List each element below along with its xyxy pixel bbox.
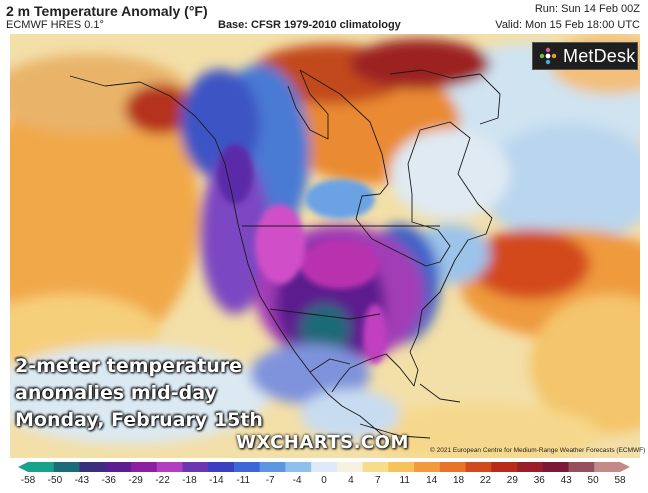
colorbar-segment <box>336 462 364 472</box>
caption-line-3: Monday, February 15th <box>15 409 263 431</box>
logo-text: MetDesk <box>563 45 636 66</box>
colorbar-segment <box>517 462 544 472</box>
legend-tick-label: 58 <box>614 475 626 486</box>
anomaly-map <box>10 34 640 458</box>
legend-tick-label: -58 <box>20 475 36 486</box>
colorbar-segment <box>568 462 595 472</box>
legend-tick-label: -11 <box>236 475 251 486</box>
valid-time-label: Valid: Mon 15 Feb 18:00 UTC <box>495 19 640 31</box>
legend-tick-label: -18 <box>182 475 197 486</box>
legend-tick-label: 14 <box>426 475 438 486</box>
legend-ticks: -58 -50 -43 -36 -29 -22 -18 -14 -11 -7 -4 0 4 7 11 14 18… <box>18 475 630 489</box>
legend-tick-label: 29 <box>506 475 518 486</box>
colorbar-segment <box>53 462 81 472</box>
colorbar-segment <box>79 462 106 472</box>
colorbar-segment <box>465 462 492 472</box>
legend-tick-label: -4 <box>292 475 302 486</box>
colorbar-segment <box>594 462 621 472</box>
model-label: ECMWF HRES 0.1° <box>6 19 104 31</box>
legend-tick-label: -22 <box>155 475 170 486</box>
map-title: 2 m Temperature Anomaly (°F) <box>6 3 208 19</box>
legend-tick-label: -7 <box>265 475 275 486</box>
caption-line-1: 2-meter temperature <box>15 355 243 377</box>
colorbar-segment <box>542 462 570 472</box>
colorbar-segment <box>259 462 286 472</box>
legend-tick-label: 43 <box>560 475 572 486</box>
colorbar-segment <box>311 462 338 472</box>
legend-tick-label: -50 <box>47 475 63 486</box>
metdesk-logo: MetDesk <box>532 42 638 70</box>
wxcharts-watermark: WXCHARTS.COM <box>236 432 409 453</box>
legend-tick-label: 22 <box>479 475 492 486</box>
legend-tick-label: 50 <box>587 475 599 486</box>
legend-tick-label: -43 <box>74 475 90 486</box>
colorbar-segment <box>439 462 467 472</box>
metdesk-logo-icon <box>539 47 557 65</box>
colorbar-segment <box>388 462 415 472</box>
colorbar-segment <box>233 462 261 472</box>
colorbar-segment <box>208 462 235 472</box>
caption-line-2: anomalies mid-day <box>15 382 217 404</box>
colorbar-arrow-low <box>18 462 28 472</box>
legend-tick-label: 7 <box>375 475 381 486</box>
legend-colorbar <box>18 462 630 472</box>
legend-tick-label: 4 <box>348 475 354 486</box>
colorbar-segment <box>28 462 55 472</box>
colorbar-segment <box>491 462 518 472</box>
colorbar-segment <box>182 462 209 472</box>
run-time-label: Run: Sun 14 Feb 00Z <box>534 3 640 15</box>
copyright-note: © 2021 European Centre for Medium-Range … <box>430 447 646 454</box>
colorbar-segment <box>414 462 441 472</box>
legend-tick-label: 11 <box>399 475 410 486</box>
colorbar-segment <box>285 462 312 472</box>
legend-tick-label: 0 <box>321 475 327 486</box>
legend-tick-label: 18 <box>452 475 465 486</box>
colorbar-segment <box>156 462 184 472</box>
legend-tick-label: -36 <box>101 475 116 486</box>
colorbar-arrow-high <box>620 462 630 472</box>
legend-tick-label: -14 <box>209 475 224 486</box>
climatology-base-label: Base: CFSR 1979-2010 climatology <box>218 19 401 31</box>
colorbar-segment <box>362 462 389 472</box>
caption-overlay: 2-meter temperature anomalies mid-day Mo… <box>15 353 263 434</box>
legend-tick-label: -29 <box>128 475 143 486</box>
chart-header: 2 m Temperature Anomaly (°F) ECMWF HRES … <box>0 0 648 36</box>
legend-tick-label: 36 <box>533 475 545 486</box>
colorbar-segment <box>130 462 158 472</box>
colorbar-segment <box>105 462 132 472</box>
